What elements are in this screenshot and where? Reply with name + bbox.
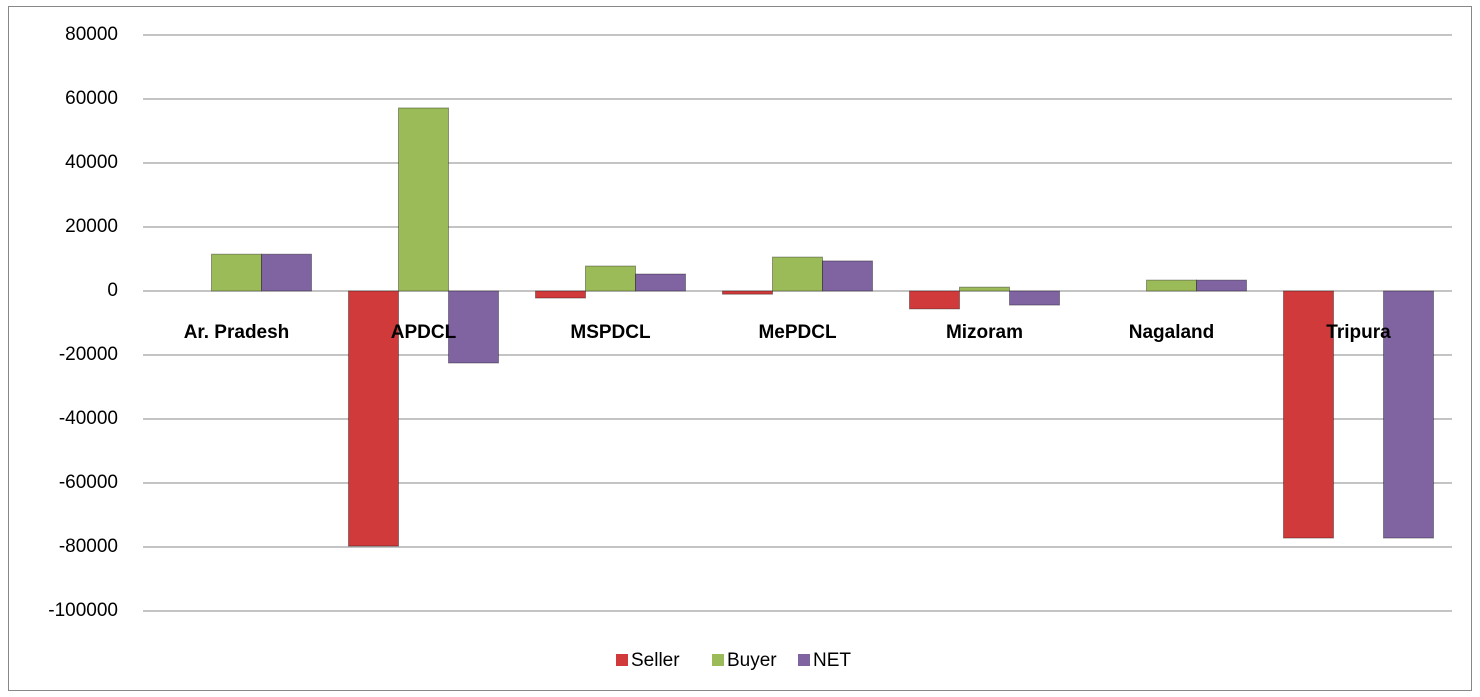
y-tick-label: -20000 (59, 344, 118, 365)
y-tick-label: -60000 (59, 472, 118, 493)
bar (261, 253, 312, 292)
y-tick-label: 80000 (65, 24, 118, 45)
bar (909, 290, 960, 310)
x-tick-label: MePDCL (758, 322, 837, 343)
y-tick-label: 40000 (65, 152, 118, 173)
bar (448, 290, 499, 364)
legend-swatch (616, 654, 628, 666)
bar (1009, 290, 1060, 306)
x-tick-label: APDCL (391, 322, 457, 343)
y-tick-label: -40000 (59, 408, 118, 429)
bar (1146, 279, 1197, 292)
x-tick-label: Ar. Pradesh (184, 322, 290, 343)
bar (772, 256, 823, 292)
x-tick-label: Mizoram (946, 322, 1023, 343)
bar (398, 107, 449, 292)
bar (959, 286, 1010, 292)
x-tick-label: Tripura (1326, 322, 1391, 343)
bar (635, 273, 686, 292)
chart-border (8, 6, 1472, 691)
bar (1383, 290, 1434, 539)
legend-label: Buyer (727, 650, 777, 671)
legend-swatch (712, 654, 724, 666)
bar (585, 265, 636, 292)
y-tick-label: 60000 (65, 88, 118, 109)
bar (211, 253, 262, 292)
bar (1283, 290, 1334, 539)
bar (822, 260, 873, 292)
x-tick-label: MSPDCL (570, 322, 651, 343)
legend-swatch (798, 654, 810, 666)
bar (348, 290, 399, 547)
y-tick-label: 0 (107, 280, 118, 301)
bar (535, 290, 586, 299)
x-tick-label: Nagaland (1129, 322, 1215, 343)
legend-label: NET (813, 650, 851, 671)
bar (722, 290, 773, 295)
bar (1196, 279, 1247, 292)
legend-label: Seller (631, 650, 680, 671)
y-tick-label: -100000 (48, 600, 118, 621)
y-tick-label: 20000 (65, 216, 118, 237)
y-tick-label: -80000 (59, 536, 118, 557)
